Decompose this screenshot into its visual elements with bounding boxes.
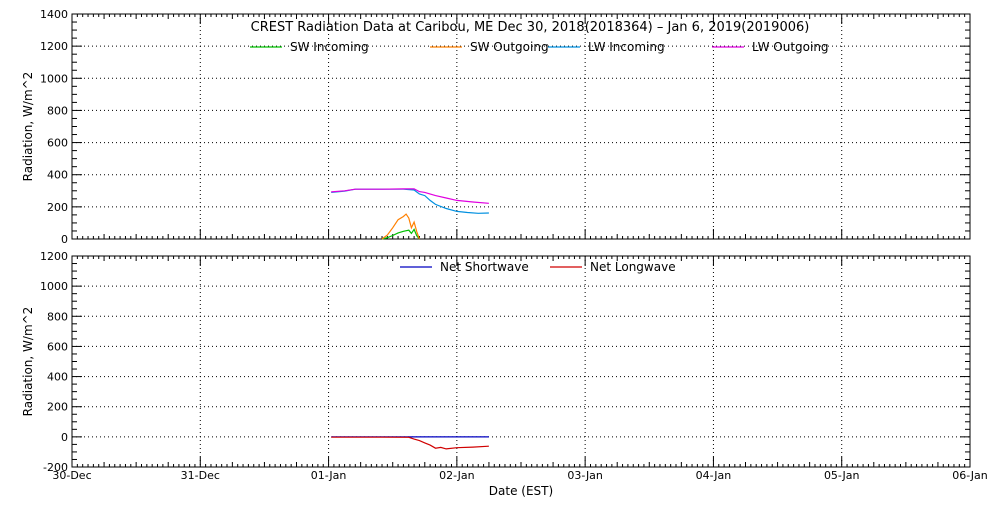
bottom-plot-frame <box>71 255 971 468</box>
top-y-axis-label: Radiation, W/m^2 <box>21 72 35 182</box>
x-axis-label: Date (EST) <box>489 484 553 498</box>
series-line-sw-outgoing <box>381 213 420 240</box>
x-tick-label: 04-Jan <box>696 469 732 482</box>
y-tick-label: 200 <box>47 201 68 214</box>
x-tick-label: 03-Jan <box>567 469 603 482</box>
bottom-legend: Net Shortwave Net Longwave <box>400 260 676 274</box>
x-tick-label: 06-Jan <box>952 469 988 482</box>
legend-label-lw-incoming: LW Incoming <box>588 40 665 54</box>
y-tick-label: 400 <box>47 371 68 384</box>
y-tick-label: 1000 <box>40 72 68 85</box>
y-tick-label: 600 <box>47 137 68 150</box>
x-tick-label: 30-Dec <box>52 469 91 482</box>
legend-label-net-longwave: Net Longwave <box>590 260 676 274</box>
y-tick-label: 600 <box>47 340 68 353</box>
series-line-net-longwave <box>331 436 489 450</box>
y-tick-label: 200 <box>47 401 68 414</box>
x-tick-label: 31-Dec <box>181 469 220 482</box>
series-line-sw-incoming <box>381 228 420 240</box>
y-tick-label: -200 <box>43 461 68 474</box>
bottom-ticks: -200 0 200 400 600 800 1000 1200 30-Dec 31-Dec 01-… <box>40 250 988 482</box>
y-tick-label: 0 <box>61 233 68 246</box>
y-tick-label: 1200 <box>40 40 68 53</box>
top-legend: SW Incoming SW Outgoing LW Incoming LW Outg… <box>250 40 829 54</box>
top-grid <box>72 14 970 239</box>
legend-label-lw-outgoing: LW Outgoing <box>752 40 829 54</box>
series-line-lw-outgoing <box>331 188 489 204</box>
y-tick-label: 0 <box>61 431 68 444</box>
x-tick-label: 02-Jan <box>439 469 475 482</box>
bottom-panel: -200 0 200 400 600 800 1000 1200 30-Dec 31-Dec 01-… <box>21 250 988 498</box>
y-tick-label: 800 <box>47 104 68 117</box>
legend-label-net-shortwave: Net Shortwave <box>440 260 529 274</box>
bottom-grid <box>72 256 970 467</box>
legend-label-sw-incoming: SW Incoming <box>290 40 369 54</box>
x-tick-label: 01-Jan <box>311 469 347 482</box>
x-tick-label: 05-Jan <box>824 469 860 482</box>
y-tick-label: 1200 <box>40 250 68 263</box>
bottom-y-axis-label: Radiation, W/m^2 <box>21 307 35 417</box>
bottom-series <box>331 436 489 450</box>
legend-label-sw-outgoing: SW Outgoing <box>470 40 549 54</box>
y-tick-label: 400 <box>47 169 68 182</box>
top-series <box>331 188 489 240</box>
y-tick-label: 1000 <box>40 280 68 293</box>
y-tick-label: 1400 <box>40 8 68 21</box>
y-tick-label: 800 <box>47 310 68 323</box>
chart-title: CREST Radiation Data at Caribou, ME Dec … <box>251 20 810 35</box>
